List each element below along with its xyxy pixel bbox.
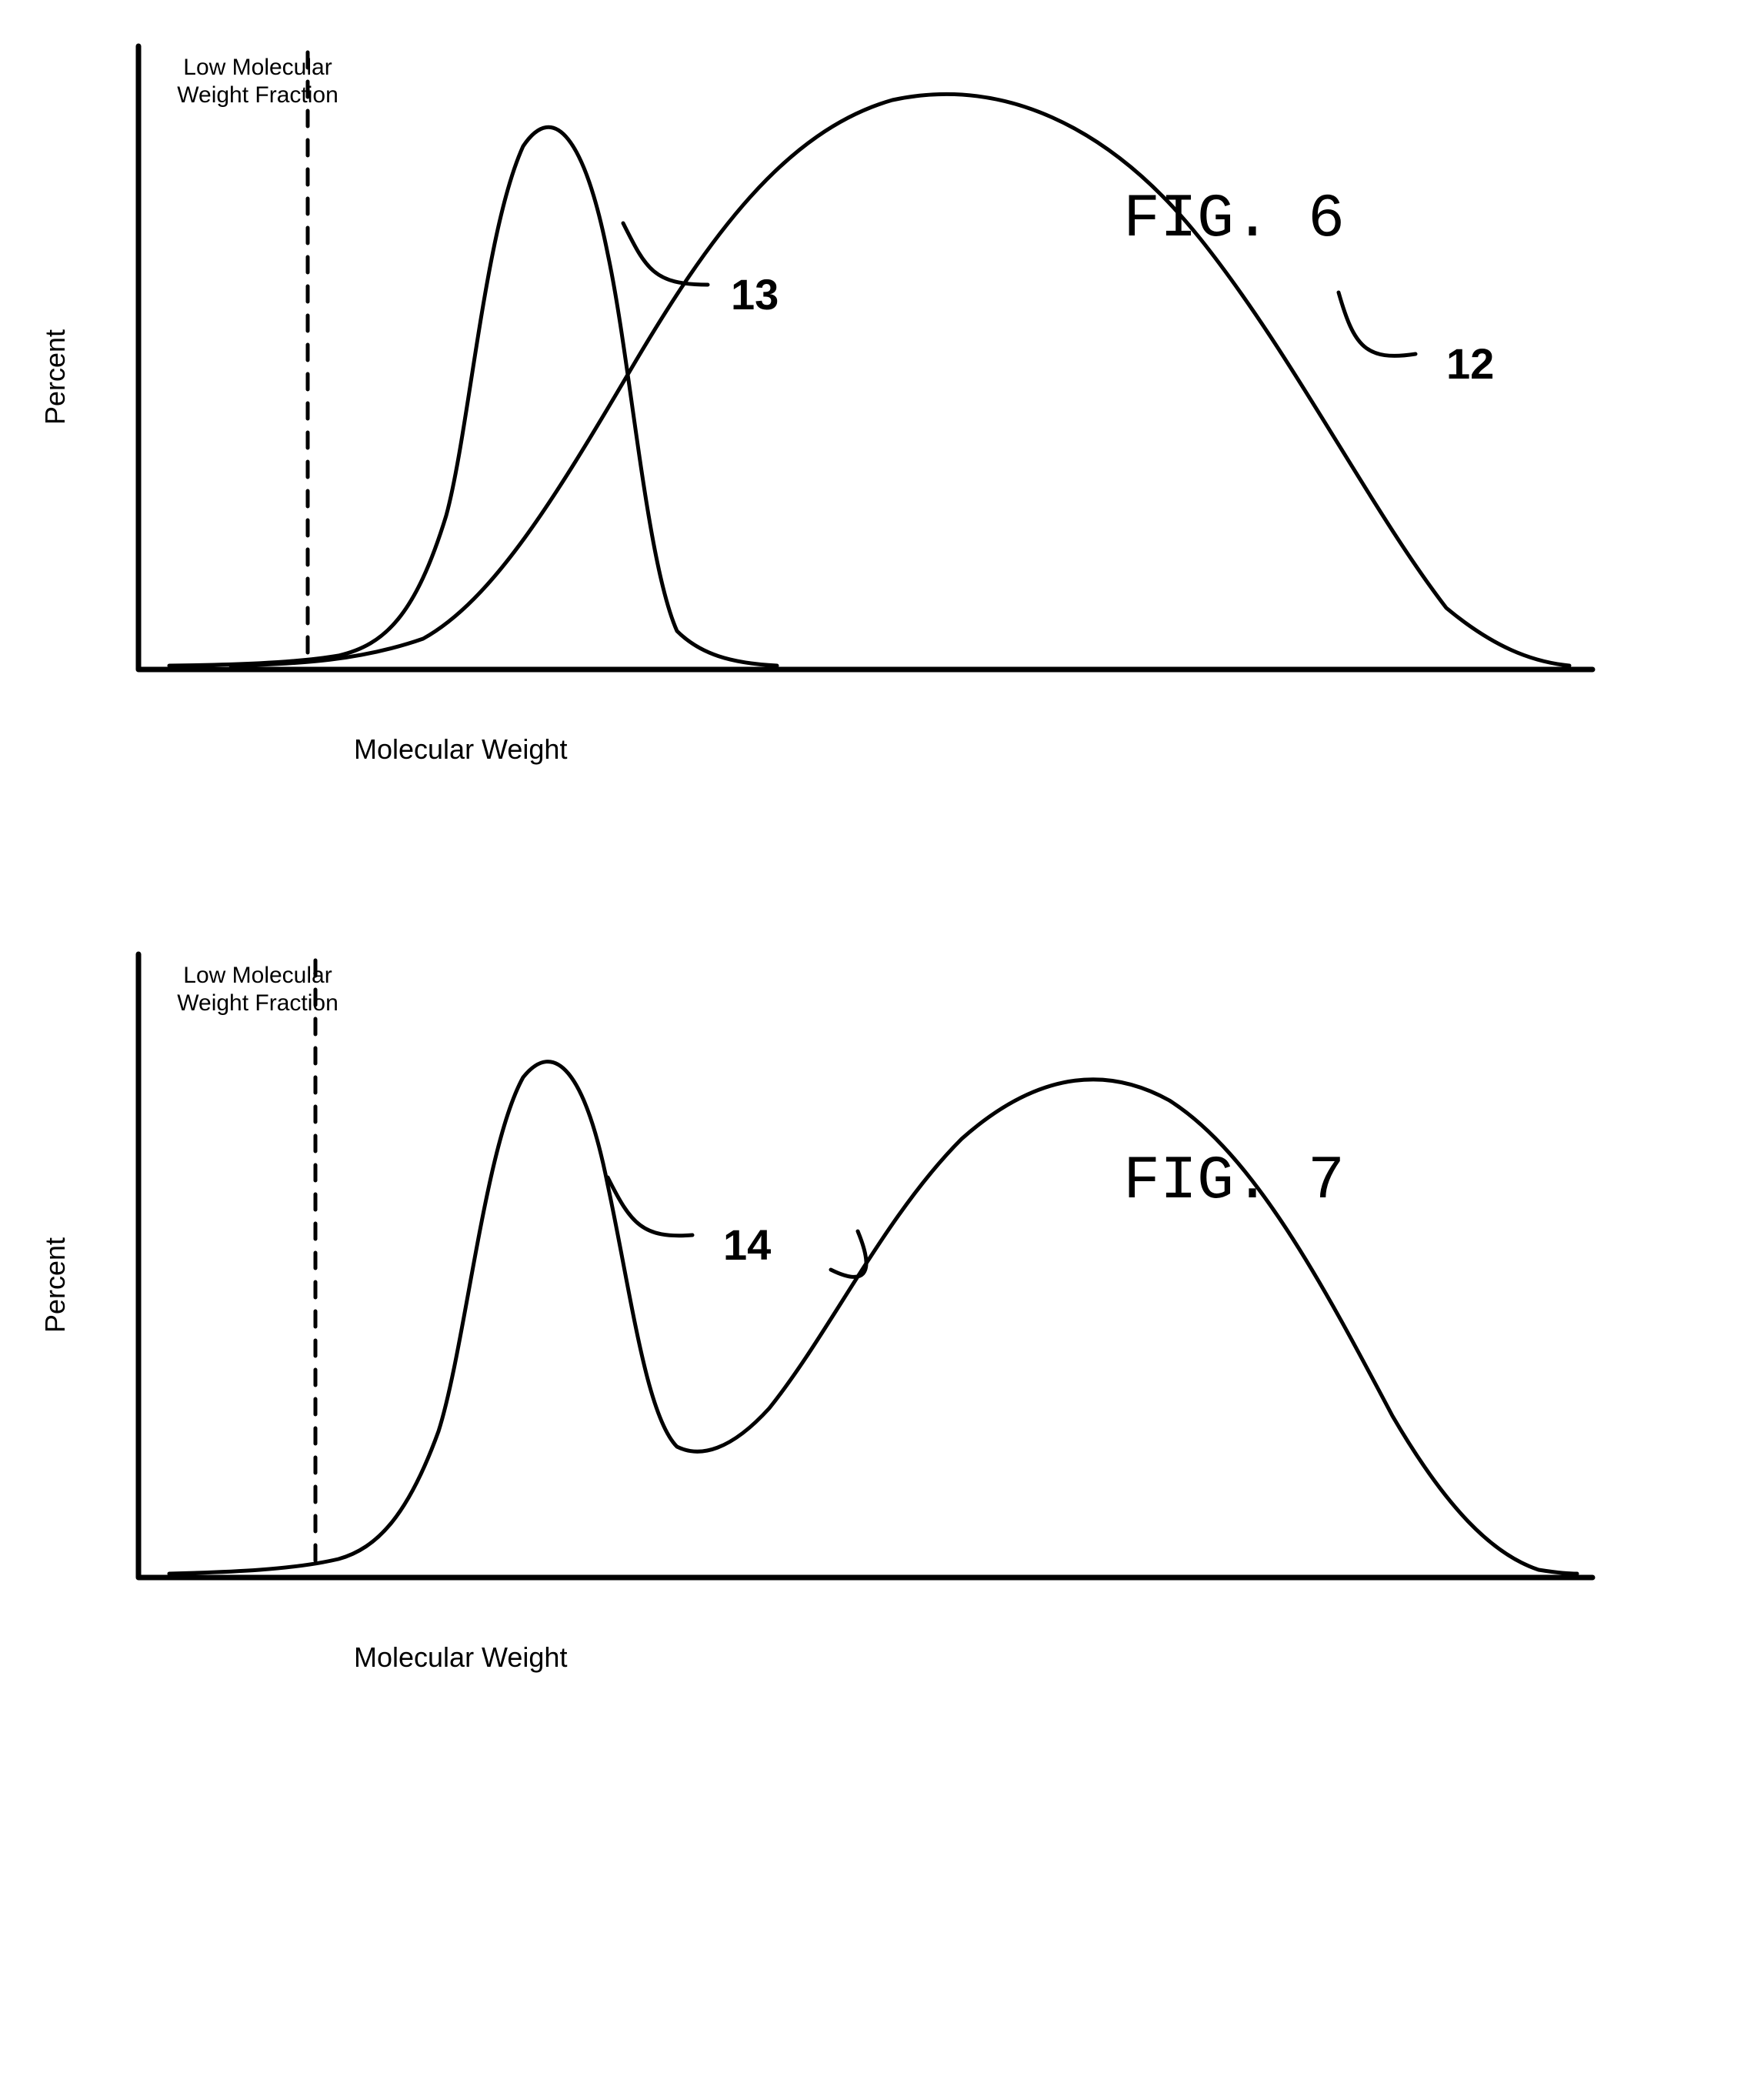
fig7-label-14: 14 (723, 1220, 771, 1270)
fig6-label-13: 13 (731, 269, 779, 319)
fig7-lmw-label: Low Molecular Weight Fraction (162, 962, 354, 1017)
fig7-curve-14 (169, 1062, 1577, 1574)
fig6-ylabel: Percent (39, 329, 72, 425)
fig6-chart: Percent Molecular Weight Low Molecular W… (31, 31, 1569, 723)
fig7-svg (31, 939, 1608, 1616)
fig6-title: FIG. 6 (1123, 185, 1345, 255)
fig6-curve-13 (169, 127, 777, 666)
fig6-lmw-label: Low Molecular Weight Fraction (162, 54, 354, 109)
fig6-label-12: 12 (1446, 339, 1494, 389)
fig7-callout-14a-line (608, 1177, 692, 1236)
fig7-xlabel: Molecular Weight (354, 1641, 567, 1674)
figure-6: Percent Molecular Weight Low Molecular W… (31, 31, 1733, 723)
figure-7: Percent Molecular Weight Low Molecular W… (31, 939, 1733, 1631)
fig7-title: FIG. 7 (1123, 1147, 1345, 1217)
fig7-ylabel: Percent (39, 1237, 72, 1333)
fig6-svg (31, 31, 1608, 708)
fig7-chart: Percent Molecular Weight Low Molecular W… (31, 939, 1569, 1631)
fig6-callout-13-line (623, 223, 708, 285)
fig6-callout-12-line (1339, 292, 1416, 356)
fig6-axes (138, 46, 1592, 669)
fig6-curve-12 (231, 95, 1569, 666)
fig6-xlabel: Molecular Weight (354, 733, 567, 766)
